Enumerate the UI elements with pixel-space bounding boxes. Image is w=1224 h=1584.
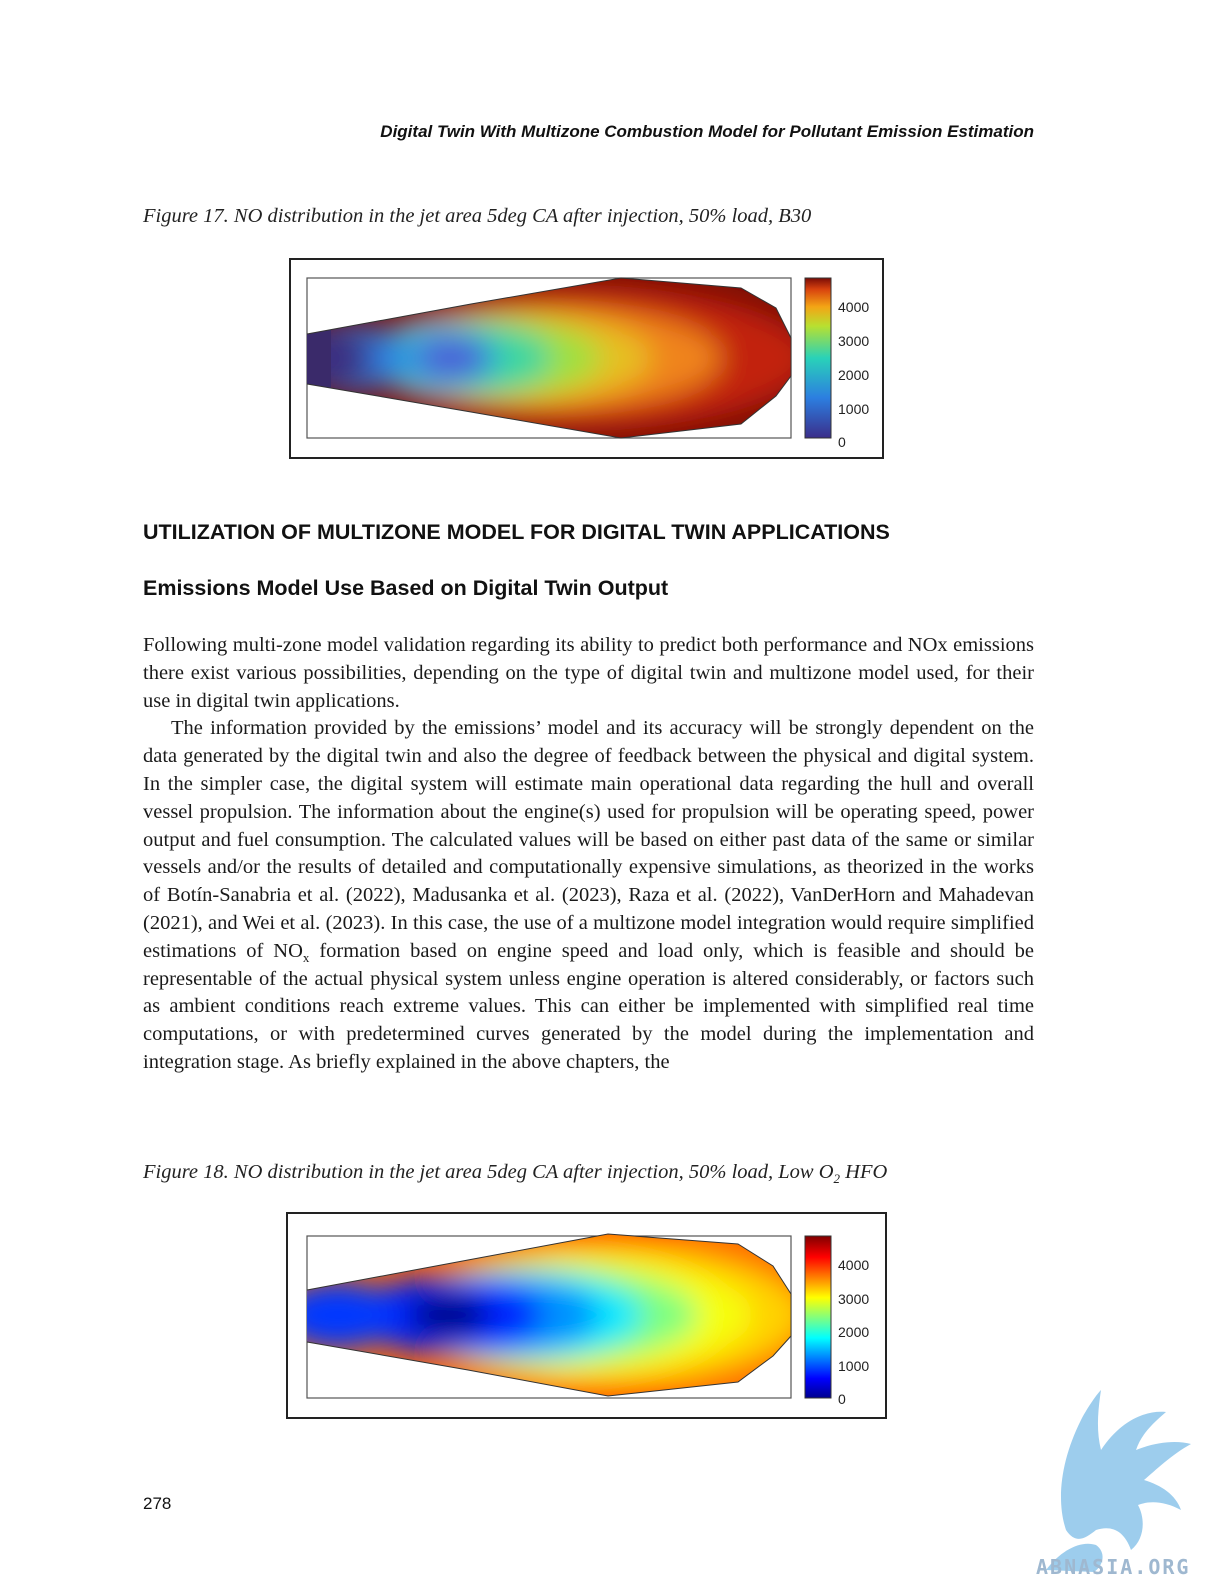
figure-18-caption: Figure 18. NO distribution in the jet ar… (143, 1161, 887, 1187)
colorbar-tick-1000: 1000 (838, 1358, 869, 1374)
colorbar-tick-2000: 2000 (838, 1324, 869, 1340)
no-field-17 (307, 278, 791, 438)
figure-17-plot: 4000 3000 2000 1000 0 (306, 277, 869, 450)
figure-17-caption: Figure 17. NO distribution in the jet ar… (143, 205, 812, 227)
paragraph-2: The information provided by the emission… (143, 715, 1034, 1076)
watermark-text: ABNASIA.ORG (1036, 1555, 1191, 1579)
colorbar-tick-0: 0 (838, 434, 846, 450)
paragraph-2-part-1: The information provided by the emission… (143, 717, 1034, 962)
paragraph-2-part-2: formation based on engine speed and load… (143, 939, 1034, 1073)
jet-outline (306, 1233, 792, 1397)
griffin-logo-icon (1046, 1390, 1191, 1572)
figure-17: 4000 3000 2000 1000 0 (289, 258, 884, 459)
colorbar-18 (804, 1235, 832, 1399)
paragraph-1: Following multi-zone model validation re… (143, 634, 1034, 712)
colorbar-tick-1000: 1000 (838, 401, 869, 417)
running-header: Digital Twin With Multizone Combustion M… (380, 122, 1034, 141)
colorbar-tick-4000: 4000 (838, 299, 869, 315)
page-number: 278 (143, 1494, 172, 1513)
o2-subscript: 2 (833, 1171, 841, 1187)
colorbar-17 (804, 277, 832, 439)
colorbar-tick-3000: 3000 (838, 1291, 869, 1307)
jet-outline (306, 277, 792, 439)
colorbar-tick-2000: 2000 (838, 367, 869, 383)
nox-subscript: x (302, 949, 310, 965)
figure-18-caption-part-2: HFO (840, 1161, 888, 1183)
section-subheading: Emissions Model Use Based on Digital Twi… (143, 576, 669, 600)
figure-18: 4000 3000 2000 1000 0 (286, 1212, 887, 1419)
colorbar-tick-3000: 3000 (838, 333, 869, 349)
figure-18-caption-part-1: Figure 18. NO distribution in the jet ar… (143, 1161, 834, 1183)
body-text: Following multi-zone model validation re… (143, 632, 1034, 1077)
figure-18-plot: 4000 3000 2000 1000 0 (306, 1233, 869, 1407)
no-field-18 (307, 1234, 791, 1396)
colorbar-tick-0: 0 (838, 1391, 846, 1407)
colorbar-tick-4000: 4000 (838, 1257, 869, 1273)
section-heading: UTILIZATION OF MULTIZONE MODEL FOR DIGIT… (143, 520, 890, 544)
